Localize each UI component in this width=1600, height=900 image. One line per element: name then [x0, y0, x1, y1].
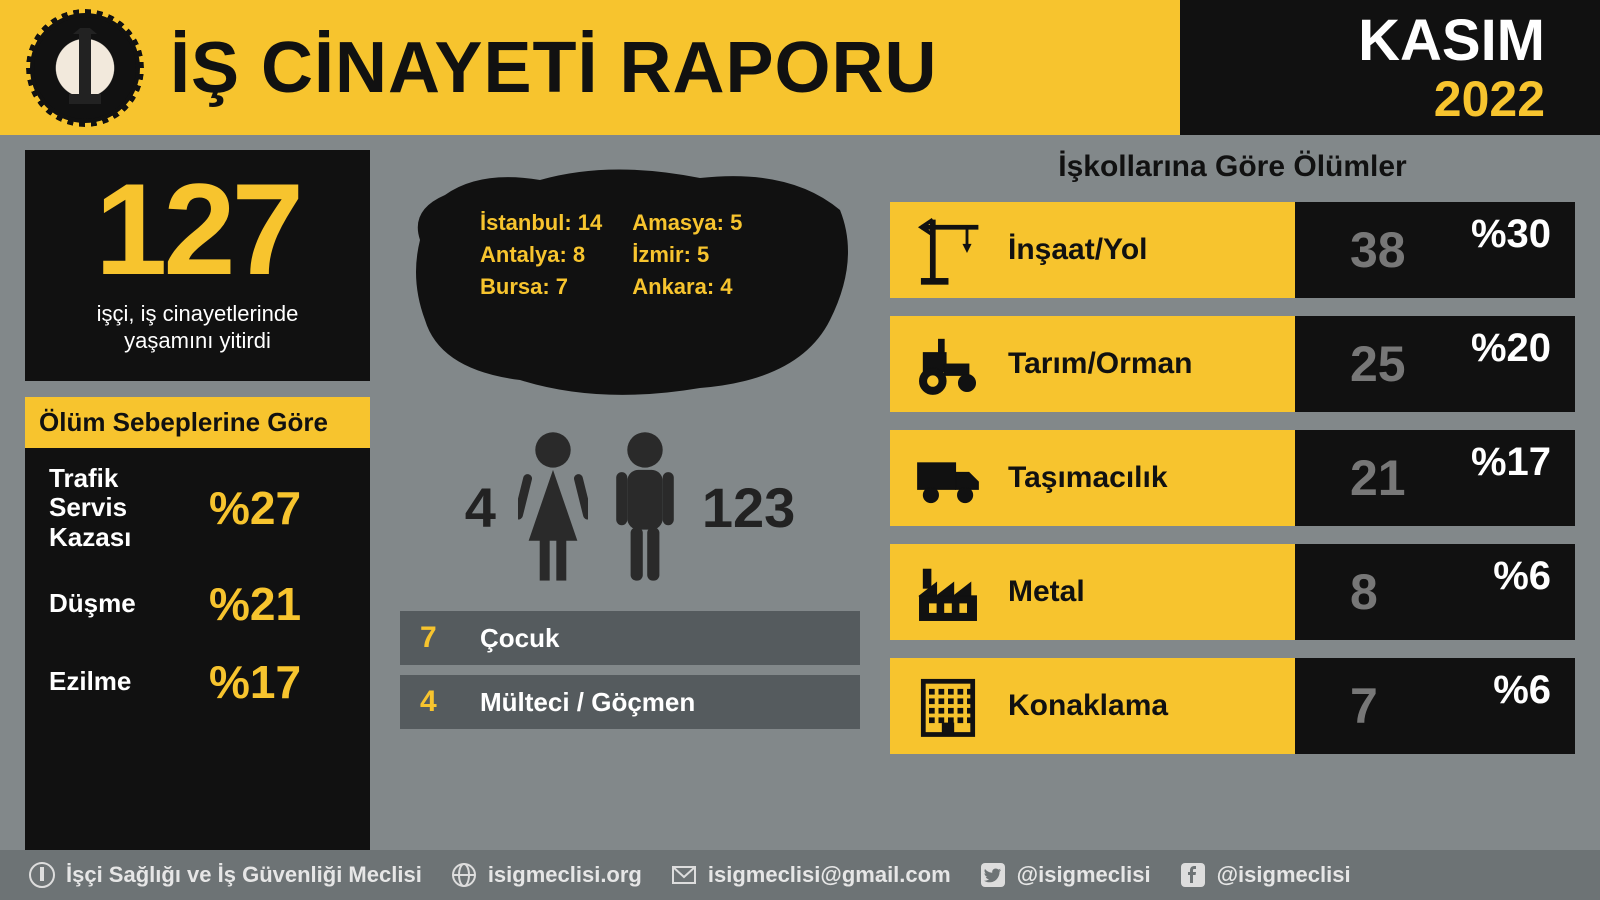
map-city: Amasya: 5 — [632, 210, 742, 236]
hotel-icon — [910, 668, 986, 744]
globe-icon — [450, 861, 478, 889]
sector-right: 21 %17 — [1295, 430, 1575, 526]
sector-row: Metal 8 %6 — [890, 544, 1575, 640]
truck-icon — [910, 440, 986, 516]
subgroup-count: 7 — [420, 621, 456, 655]
facebook-icon — [1179, 861, 1207, 889]
sector-label: Taşımacılık — [1008, 461, 1168, 495]
cause-row: TrafikServisKazası %27 — [49, 464, 346, 554]
report-month: KASIM — [1358, 12, 1545, 70]
footer-org: İşçi Sağlığı ve İş Güvenliği Meclisi — [28, 861, 422, 889]
sector-count: 38 — [1350, 221, 1440, 279]
male-count: 123 — [702, 475, 795, 540]
sector-label: Tarım/Orman — [1008, 347, 1193, 381]
content: 127 işçi, iş cinayetlerinde yaşamını yit… — [0, 150, 1600, 850]
sector-label: İnşaat/Yol — [1008, 233, 1147, 267]
cause-pct: %17 — [209, 655, 301, 709]
sector-left: Konaklama — [890, 658, 1295, 754]
turkey-map: İstanbul: 14 Amasya: 5 Antalya: 8 İzmir: 5 B… — [400, 150, 860, 410]
total-caption: işçi, iş cinayetlerinde yaşamını yitirdi — [35, 300, 360, 355]
subgroup-list: 7 Çocuk 4 Mülteci / Göçmen — [400, 611, 860, 729]
cause-label: Ezilme — [49, 667, 189, 697]
female-icon — [518, 430, 588, 585]
subgroup-label: Mülteci / Göçmen — [480, 687, 695, 718]
sectors-title: İşkollarına Göre Ölümler — [890, 150, 1575, 184]
causes-list: TrafikServisKazası %27 Düşme %21 Ezilme %17 — [25, 448, 370, 730]
map-city: Antalya: 8 — [480, 242, 602, 268]
org-logo — [30, 13, 140, 123]
sector-right: 7 %6 — [1295, 658, 1575, 754]
sector-label: Metal — [1008, 575, 1085, 609]
footer: İşçi Sağlığı ve İş Güvenliği Meclisi isi… — [0, 850, 1600, 900]
cause-pct: %21 — [209, 577, 301, 631]
sector-count: 21 — [1350, 449, 1440, 507]
right-column: İşkollarına Göre Ölümler İnşaat/Yol 38 %30… — [890, 150, 1575, 850]
org-badge-icon — [28, 861, 56, 889]
sector-left: İnşaat/Yol — [890, 202, 1295, 298]
sector-row: Konaklama 7 %6 — [890, 658, 1575, 754]
footer-email: isigmeclisi@gmail.com — [670, 861, 951, 889]
cause-row: Düşme %21 — [49, 577, 346, 631]
sector-left: Taşımacılık — [890, 430, 1295, 526]
footer-web: isigmeclisi.org — [450, 861, 642, 889]
cause-label: TrafikServisKazası — [49, 464, 189, 554]
subgroup-row: 7 Çocuk — [400, 611, 860, 665]
subgroup-label: Çocuk — [480, 623, 559, 654]
subgroup-row: 4 Mülteci / Göçmen — [400, 675, 860, 729]
causes-title: Ölüm Sebeplerine Göre — [25, 397, 370, 448]
cause-row: Ezilme %17 — [49, 655, 346, 709]
sector-rows: İnşaat/Yol 38 %30 Tarım/Orman 25 %20 Taşımacıl… — [890, 202, 1575, 754]
map-city: Bursa: 7 — [480, 274, 602, 300]
sector-row: Taşımacılık 21 %17 — [890, 430, 1575, 526]
causes-box: Ölüm Sebeplerine Göre TrafikServisKazası… — [25, 397, 370, 851]
header-left: İŞ CİNAYETİ RAPORU — [0, 0, 1180, 135]
sector-row: Tarım/Orman 25 %20 — [890, 316, 1575, 412]
sector-count: 7 — [1350, 677, 1440, 735]
left-column: 127 işçi, iş cinayetlerinde yaşamını yit… — [25, 150, 370, 850]
sector-pct: %17 — [1471, 440, 1551, 485]
mail-icon — [670, 861, 698, 889]
sector-right: 38 %30 — [1295, 202, 1575, 298]
map-city: İzmir: 5 — [632, 242, 742, 268]
factory-icon — [910, 554, 986, 630]
sector-left: Metal — [890, 544, 1295, 640]
male-icon — [610, 430, 680, 585]
tractor-icon — [910, 326, 986, 402]
map-city: Ankara: 4 — [632, 274, 742, 300]
sector-count: 25 — [1350, 335, 1440, 393]
sector-right: 8 %6 — [1295, 544, 1575, 640]
cause-pct: %27 — [209, 481, 301, 535]
total-box: 127 işçi, iş cinayetlerinde yaşamını yit… — [25, 150, 370, 381]
middle-column: İstanbul: 14 Amasya: 5 Antalya: 8 İzmir: 5 B… — [400, 150, 860, 850]
sector-row: İnşaat/Yol 38 %30 — [890, 202, 1575, 298]
sector-pct: %30 — [1471, 212, 1551, 257]
sector-pct: %20 — [1471, 326, 1551, 371]
footer-twitter: @isigmeclisi — [979, 861, 1151, 889]
map-city-labels: İstanbul: 14 Amasya: 5 Antalya: 8 İzmir: 5 B… — [480, 210, 742, 300]
sector-right: 25 %20 — [1295, 316, 1575, 412]
crane-icon — [910, 212, 986, 288]
header: İŞ CİNAYETİ RAPORU KASIM 2022 — [0, 0, 1600, 135]
total-number: 127 — [35, 168, 360, 292]
sector-label: Konaklama — [1008, 689, 1168, 723]
report-year: 2022 — [1434, 74, 1545, 124]
report-title: İŞ CİNAYETİ RAPORU — [170, 32, 937, 104]
twitter-icon — [979, 861, 1007, 889]
gender-breakdown: 4 123 — [400, 430, 860, 585]
female-count: 4 — [465, 475, 496, 540]
sector-left: Tarım/Orman — [890, 316, 1295, 412]
sector-count: 8 — [1350, 563, 1440, 621]
header-right: KASIM 2022 — [1180, 0, 1600, 135]
sector-pct: %6 — [1493, 668, 1551, 713]
footer-facebook: @isigmeclisi — [1179, 861, 1351, 889]
sector-pct: %6 — [1493, 554, 1551, 599]
cause-label: Düşme — [49, 589, 189, 619]
subgroup-count: 4 — [420, 685, 456, 719]
map-city: İstanbul: 14 — [480, 210, 602, 236]
